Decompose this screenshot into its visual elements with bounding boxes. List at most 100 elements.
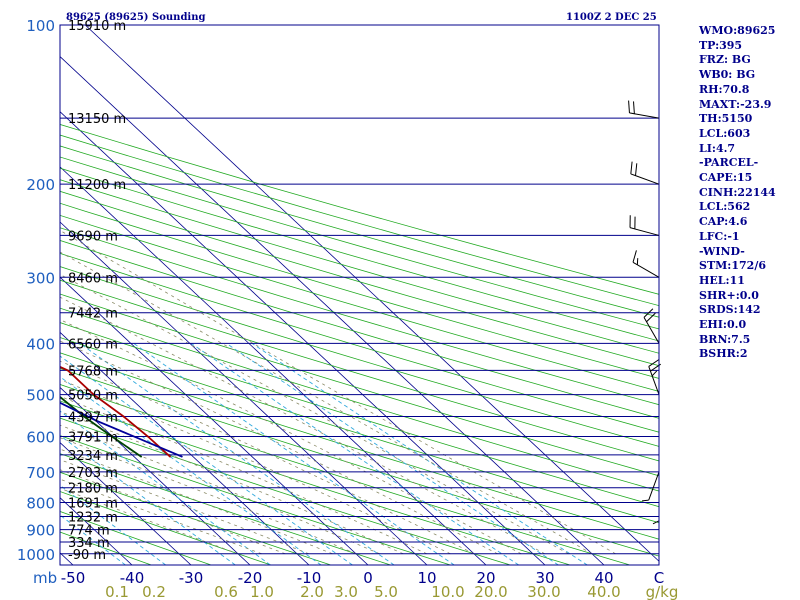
index-line: -WIND-: [699, 244, 745, 258]
mixing-ratio-tick-label: 0.1: [105, 583, 129, 600]
wind-barb-flag: [630, 161, 633, 174]
temperature-tick-label: 20: [476, 569, 495, 587]
dry-adiabat-line: [60, 156, 659, 330]
height-label: 11200 m: [68, 178, 126, 193]
dry-adiabat-line: [60, 167, 659, 342]
index-line: WB0: BG: [699, 68, 756, 82]
dewpoint-profile: [60, 395, 142, 458]
dewpoint-point: [111, 435, 113, 438]
temperature-point: [122, 415, 125, 418]
index-line: BSHR:2: [699, 347, 748, 361]
wind-barb-flag: [651, 370, 658, 377]
temperature-tick-label: -10: [297, 569, 322, 587]
height-label: 13150 m: [68, 112, 126, 127]
isotherm-line: [60, 111, 546, 565]
temperature-tick-label: -40: [120, 569, 145, 587]
height-label: 4397 m: [68, 411, 118, 426]
plot-area: [60, 25, 659, 565]
dry-adiabat-line: [60, 293, 659, 477]
moist-adiabat-line: [60, 469, 286, 555]
dry-adiabat-line: [60, 435, 451, 565]
moist-adiabat-line: [60, 229, 616, 555]
isotherm-line: [84, 25, 659, 562]
index-line: SHR+:0.0: [699, 288, 759, 302]
pressure-axis-label: mb: [33, 569, 57, 587]
wind-barb-flag: [628, 100, 630, 113]
moist-adiabat-line: [60, 437, 357, 555]
dewpoint-point: [140, 455, 143, 458]
wind-barb-flag: [646, 312, 656, 323]
mixing-ratio-tick-label: 5.0: [374, 583, 398, 600]
dry-adiabat-line: [60, 202, 659, 379]
chart-time: 1100Z 2 DEC 25: [566, 12, 657, 23]
mixing-ratio-line: [226, 343, 559, 565]
temperature-point: [7, 343, 9, 345]
height-label: 9690 m: [68, 229, 118, 244]
dry-adiabat-line: [60, 252, 659, 433]
chart-title: 89625 (89625) Sounding: [66, 12, 206, 23]
dry-adiabat-line: [60, 417, 511, 565]
temperature-tick-label: C: [654, 569, 664, 587]
wind-barb-staff: [643, 317, 660, 344]
mixing-ratio-tick-label: 3.0: [334, 583, 358, 600]
pressure-tick-label: 800: [26, 495, 55, 513]
mixing-ratio-line: [133, 343, 455, 565]
index-line: BRN:7.5: [699, 332, 751, 346]
height-label: 15910 m: [68, 19, 126, 34]
wind-barb-flag: [642, 499, 649, 502]
height-label: 8460 m: [68, 271, 118, 286]
height-label: 5050 m: [68, 389, 118, 404]
dry-adiabat-line: [60, 227, 659, 406]
pressure-tick-label: 200: [26, 176, 55, 194]
index-line: LFC:-1: [699, 229, 740, 243]
temperature-tick-label: -50: [61, 569, 86, 587]
mixing-ratio-tick-label: 40.0: [587, 583, 620, 600]
mixing-ratio-line: [60, 410, 271, 565]
plot-frame: [59, 24, 660, 566]
index-line: LI:4.7: [699, 141, 736, 155]
dry-adiabat-line: [60, 190, 659, 367]
temperature-point: [66, 369, 69, 372]
dewpoint-point: [83, 415, 85, 418]
height-label: 3791 m: [68, 430, 118, 445]
dry-adiabat-line: [60, 337, 659, 524]
sounding-indices: WMO:89625 TP:395 FRZ: BG WB0: BG RH:70.8 MAXT…: [699, 24, 799, 362]
height-label: 2180 m: [68, 482, 118, 497]
pressure-tick-label: 400: [26, 335, 55, 353]
dry-adiabat-line: [60, 384, 631, 565]
mixing-ratio-tick-label: 20.0: [474, 583, 507, 600]
index-line: RH:70.8: [699, 82, 750, 96]
wind-barb-flag: [635, 163, 638, 176]
dry-adiabat-line: [60, 134, 659, 307]
height-label: 774 m: [68, 524, 110, 539]
temperature-point: [92, 393, 95, 396]
index-line: TP:395: [699, 38, 743, 52]
pressure-tick-label: 700: [26, 464, 55, 482]
index-line: HEL:11: [699, 273, 745, 287]
pressure-tick-label: 1000: [17, 546, 55, 564]
mixing-ratio-line: [190, 343, 519, 565]
isotherm-line: [60, 56, 605, 565]
temperature-tick-label: 0: [363, 569, 373, 587]
index-line: TH:5150: [699, 112, 753, 126]
dry-adiabat-line: [60, 307, 659, 492]
mixing-ratio-tick-label: 30.0: [527, 583, 560, 600]
moist-adiabat-line: [60, 459, 309, 555]
index-line: SRDS:142: [699, 303, 761, 317]
mixing-ratio-tick-label: 10.0: [431, 583, 464, 600]
height-label: 7442 m: [68, 307, 118, 322]
mixing-ratio-line: [60, 355, 353, 565]
index-line: FRZ: BG: [699, 53, 751, 67]
dry-adiabat-line: [60, 367, 659, 557]
mixing-ratio-tick-label: 1.0: [250, 583, 274, 600]
mixing-ratio-line: [79, 343, 395, 565]
mixing-ratio-line: [60, 376, 322, 565]
isotherm-line: [60, 442, 192, 565]
dry-adiabat-line: [60, 266, 659, 447]
height-label: -90 m: [68, 548, 106, 563]
wind-barb-flag: [652, 520, 660, 525]
temperature-tick-label: 10: [417, 569, 436, 587]
wind-barb-flag: [643, 308, 654, 318]
height-label: 6560 m: [68, 337, 118, 352]
